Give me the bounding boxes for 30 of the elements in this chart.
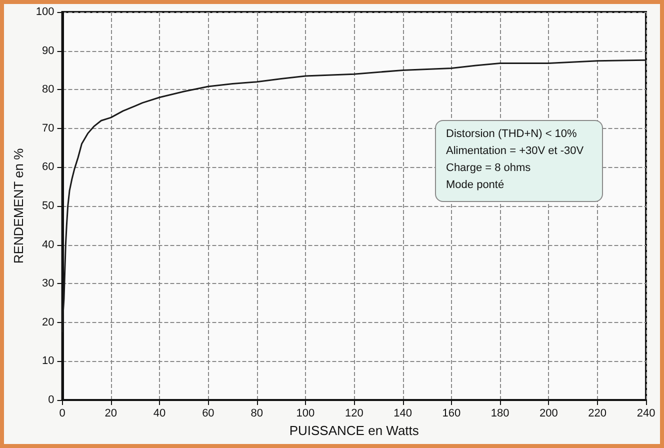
y-tick-label: 90 (42, 44, 54, 57)
x-tick-label: 20 (104, 408, 118, 420)
x-tick-label: 220 (588, 408, 607, 420)
y-tick-label: 60 (42, 161, 54, 174)
y-tick-label: 80 (42, 84, 54, 96)
x-tick-label: 60 (202, 408, 214, 420)
y-tick-label: 50 (42, 200, 54, 212)
x-tick-label: 120 (344, 408, 364, 420)
x-axis-title: PUISSANCE en Watts (289, 423, 420, 438)
x-tick-label: 100 (296, 408, 315, 420)
y-tick-label: 0 (48, 394, 54, 406)
x-tick-label: 0 (59, 408, 66, 420)
y-tick-label: 40 (42, 238, 54, 251)
y-tick-label: 10 (42, 355, 54, 368)
y-axis-title: RENDEMENT en % (11, 148, 26, 264)
y-tick-label: 20 (42, 316, 54, 328)
x-tick-label: 80 (250, 408, 263, 420)
y-tick-label: 70 (42, 122, 54, 134)
x-tick-label: 180 (490, 408, 510, 420)
y-tick-label: 30 (42, 278, 54, 290)
annotation: Charge = 8 ohms (446, 161, 532, 176)
annotation: Mode ponté (446, 178, 506, 193)
x-tick-label: 140 (394, 408, 412, 420)
x-tick-label: 160 (442, 408, 461, 420)
x-tick-label: 240 (636, 408, 656, 420)
y-tick-label: 100 (36, 6, 54, 18)
x-tick-label: 200 (540, 408, 558, 420)
x-tick-label: 40 (153, 408, 166, 420)
annotation: Alimentation = +30V et -30V (446, 144, 584, 159)
annotation: Distorsion (THD+N) < 10% (446, 127, 578, 142)
